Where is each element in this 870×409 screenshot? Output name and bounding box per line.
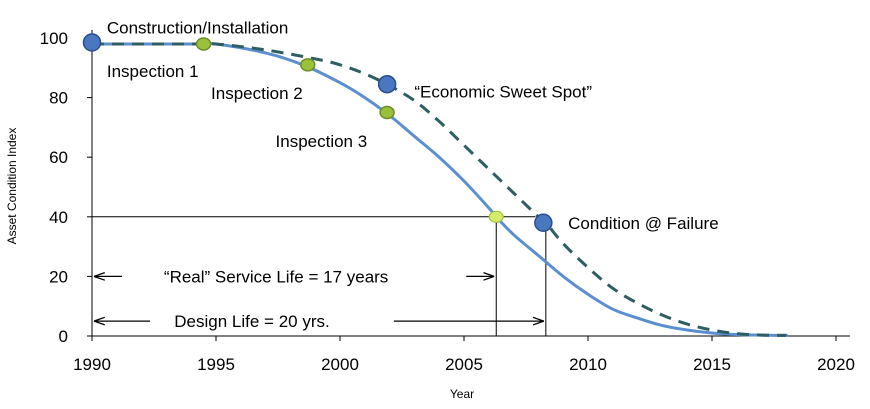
x-tick-label: 2005 <box>445 355 483 374</box>
y-tick-label: 40 <box>49 208 68 227</box>
data-point-green-light <box>488 210 504 223</box>
annotation-label: Inspection 2 <box>211 84 303 103</box>
tick-labels: 1990 1995 2000 2005 2010 2015 2020 0 20 40 60 80 100 <box>40 29 855 374</box>
data-point-blue <box>82 33 102 52</box>
reference-lines <box>92 216 547 336</box>
annotation-label: Inspection 1 <box>107 62 199 81</box>
y-tick-label: 100 <box>40 29 68 48</box>
axes <box>87 30 850 341</box>
series-line-dashed <box>91 42 787 337</box>
data-points <box>82 33 553 233</box>
y-axis-title: Asset Condition Index <box>5 128 19 245</box>
annotation-label: “Economic Sweet Spot” <box>414 83 592 102</box>
annotation-label: Inspection 3 <box>276 132 368 151</box>
dimension-arrows: “Real” Service Life = 17 years Design Lif… <box>94 267 544 331</box>
y-tick-label: 20 <box>49 267 68 286</box>
data-point-blue <box>377 74 397 94</box>
data-point-green <box>300 58 316 72</box>
x-tick-label: 2010 <box>569 355 607 374</box>
annotation-label: Condition @ Failure <box>568 214 719 233</box>
annotations: Construction/Installation Inspection 1 Ins… <box>107 19 719 233</box>
real-service-label: “Real” Service Life = 17 years <box>164 267 388 286</box>
x-tick-label: 2015 <box>693 355 731 374</box>
data-point-blue <box>534 213 553 233</box>
x-axis-title: Year <box>450 387 474 401</box>
data-point-green <box>195 37 212 51</box>
x-tick-label: 2020 <box>817 355 855 374</box>
x-tick-label: 1990 <box>73 355 111 374</box>
data-point-green <box>379 105 395 120</box>
y-tick-label: 60 <box>49 148 68 167</box>
y-tick-label: 0 <box>59 327 68 346</box>
x-tick-label: 2000 <box>321 355 359 374</box>
x-tick-label: 1995 <box>197 355 235 374</box>
design-life-label: Design Life = 20 yrs. <box>174 312 329 331</box>
annotation-label: Construction/Installation <box>107 19 288 38</box>
y-tick-label: 80 <box>49 89 68 108</box>
